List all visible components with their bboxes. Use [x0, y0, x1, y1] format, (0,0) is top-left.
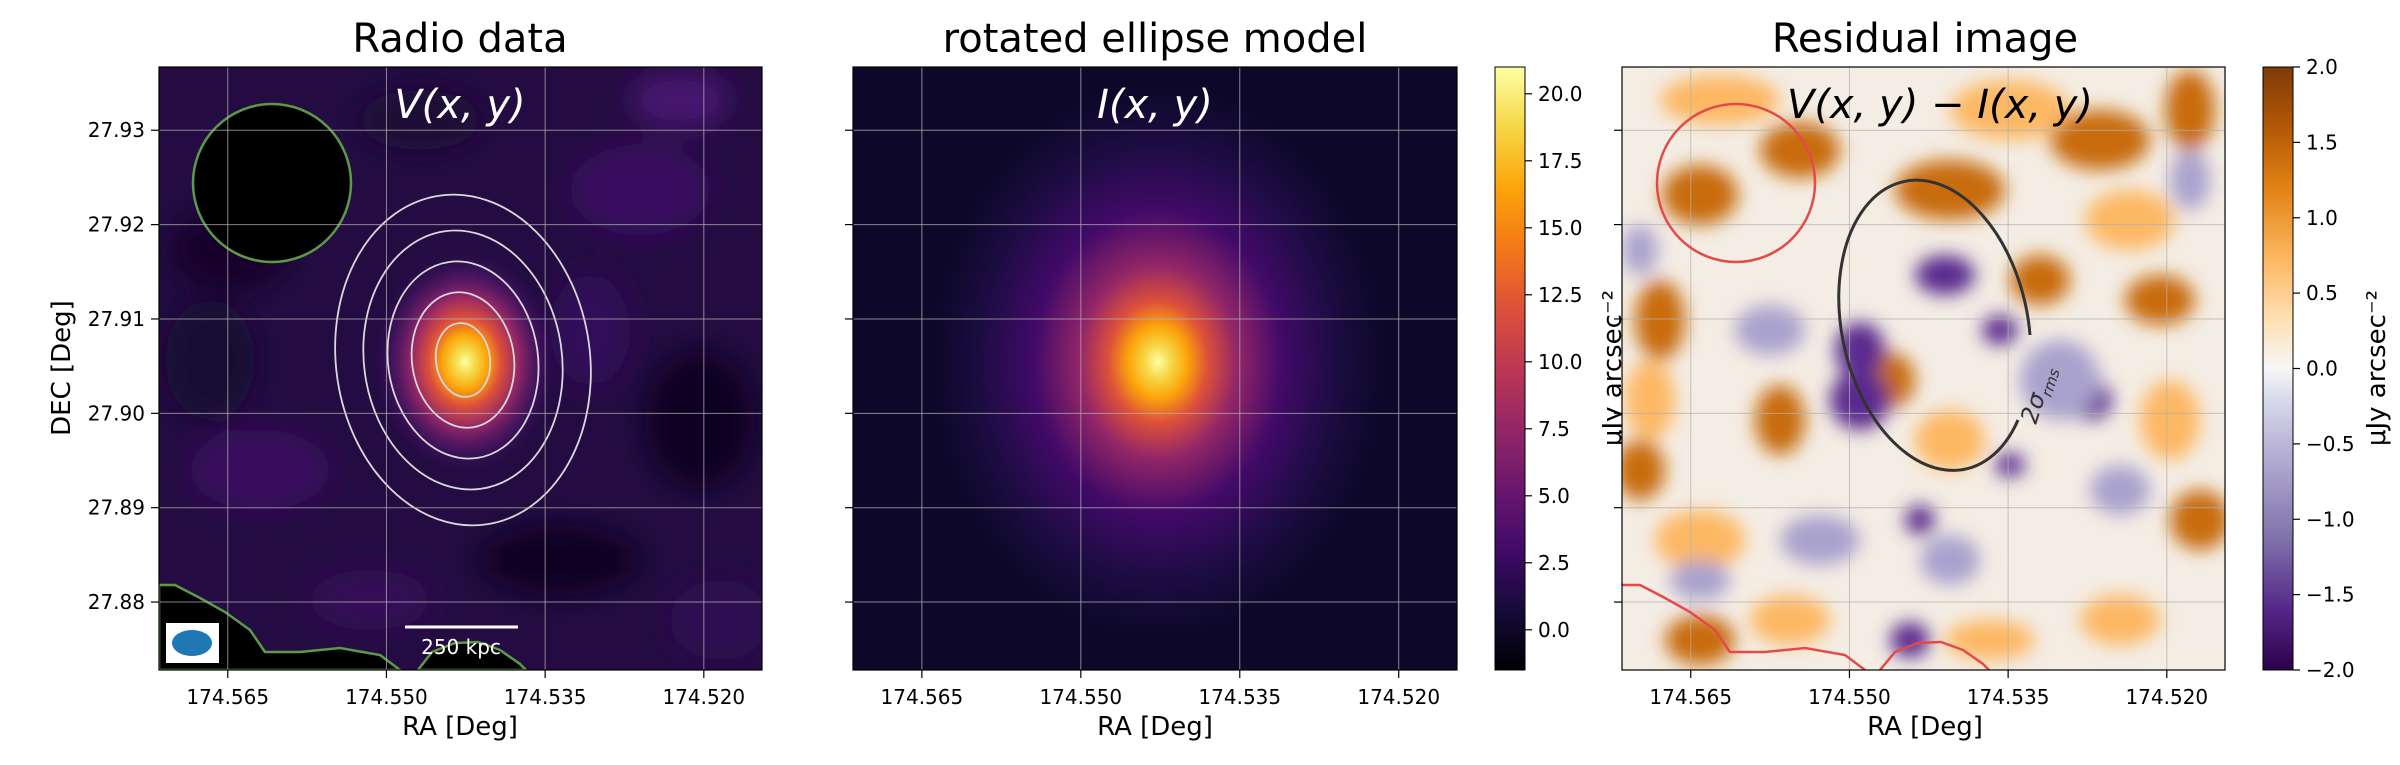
- colorbar-tick-label: 15.0: [1538, 216, 1583, 240]
- y-tick-label: 27.90: [88, 401, 145, 425]
- plot-frame: [852, 66, 1458, 671]
- gridlines: [853, 67, 1457, 670]
- x-axis-label: RA [Deg]: [1097, 712, 1213, 742]
- colorbar-tick-label: 1.0: [2306, 206, 2338, 230]
- x-axis: 174.565 174.550 174.535 174.520: [1649, 670, 2208, 709]
- colorbar-tick-label: −1.0: [2306, 507, 2355, 531]
- x-tick-label: 174.535: [504, 685, 587, 709]
- colorbar-inferno: [1494, 66, 1526, 671]
- model-emission: [933, 87, 1383, 637]
- gridlines: [1622, 67, 2225, 670]
- colorbar-tick-label: 1.5: [2306, 130, 2338, 154]
- masked-region: [191, 102, 353, 264]
- x-tick-label: 174.565: [186, 685, 269, 709]
- colorbar-tick-label: 2.5: [1538, 551, 1570, 575]
- colorbar-tick-label: 20.0: [1538, 82, 1583, 106]
- plot-frame: [158, 66, 763, 671]
- panel-annotation: V(x, y) − I(x, y): [1787, 82, 2093, 128]
- masked-region-outline: [1622, 583, 1866, 670]
- colorbar-label: μJy arcsec⁻²: [2362, 290, 2392, 446]
- masked-region-outline: [1655, 102, 1817, 264]
- x-tick-label: 174.550: [345, 685, 428, 709]
- masked-region: [159, 583, 403, 670]
- colorbar-tick-label: 0.5: [2306, 281, 2338, 305]
- gridlines: [159, 67, 762, 670]
- y-axis-label: DEC [Deg]: [47, 300, 77, 436]
- masked-region-outline: [1879, 640, 1990, 670]
- beam-ellipse: [172, 630, 212, 656]
- x-tick-label: 174.520: [1357, 685, 1440, 709]
- source-emission: [375, 252, 555, 472]
- panel-title: Radio data: [352, 16, 567, 62]
- x-tick-label: 174.535: [1198, 685, 1281, 709]
- colorbar-tick-label: 12.5: [1538, 283, 1583, 307]
- x-tick-label: 174.565: [1649, 685, 1732, 709]
- panel-title: rotated ellipse model: [943, 16, 1368, 62]
- x-tick-label: 174.535: [1967, 685, 2050, 709]
- colorbar-tick-label: −2.0: [2306, 658, 2355, 682]
- colorbar-puor: [2262, 66, 2294, 671]
- masked-region: [416, 640, 528, 670]
- y-tick-label: 27.91: [88, 307, 145, 331]
- x-tick-label: 174.565: [881, 685, 964, 709]
- x-axis-label: RA [Deg]: [1867, 712, 1983, 742]
- colorbar-axis: −2.0 −1.5 −1.0 −0.5 0.0 0.5 1.0 1.5 2.0: [2293, 55, 2355, 682]
- panel-title: Residual image: [1772, 16, 2078, 62]
- colorbar-tick-label: 7.5: [1538, 417, 1570, 441]
- model-image: [853, 67, 1457, 670]
- colorbar-tick-label: 17.5: [1538, 149, 1583, 173]
- x-tick-label: 174.520: [662, 685, 745, 709]
- residual-texture: [1622, 70, 2225, 665]
- colorbar-tick-label: 0.0: [1538, 618, 1570, 642]
- x-tick-label: 174.550: [1808, 685, 1891, 709]
- panel-radio-data: 250 kpc V(x, y) Radio data 174.565 174.55…: [47, 16, 763, 742]
- colorbar-axis: 0.0 2.5 5.0 7.5 10.0 12.5 15.0 17.5 20.0: [1525, 82, 1583, 642]
- residual-image: [1622, 67, 2225, 670]
- colorbar-tick-label: −0.5: [2306, 432, 2355, 456]
- x-axis: 174.565 174.550 174.535 174.520: [881, 670, 1440, 709]
- panel-model: I(x, y) rotated ellipse model 174.565 174…: [845, 16, 1628, 742]
- panel-annotation: I(x, y): [1097, 82, 1213, 128]
- colorbar-tick-label: 0.0: [2306, 357, 2338, 381]
- y-tick-label: 27.93: [88, 118, 145, 142]
- y-axis: 27.88 27.89 27.90 27.91 27.92 27.93: [88, 118, 159, 614]
- x-axis-label: RA [Deg]: [402, 712, 518, 742]
- y-tick-label: 27.88: [88, 590, 145, 614]
- panel-residual: V(x, y) − I(x, y) 2σrms Residual image 1…: [1614, 16, 2392, 742]
- colorbar-tick-label: 10.0: [1538, 350, 1583, 374]
- y-tick-label: 27.89: [88, 496, 145, 520]
- colorbar-tick-label: 2.0: [2306, 55, 2338, 79]
- radio-image: 250 kpc: [159, 67, 762, 670]
- x-axis: 174.565 174.550 174.535 174.520: [186, 670, 745, 709]
- x-tick-label: 174.520: [2125, 685, 2208, 709]
- scalebar-label: 250 kpc: [421, 635, 501, 659]
- plot-frame: [1621, 66, 2226, 671]
- colorbar-tick-label: 5.0: [1538, 484, 1570, 508]
- y-tick-label: 27.92: [88, 213, 145, 237]
- x-tick-label: 174.550: [1039, 685, 1122, 709]
- two-sigma-ellipse: [1837, 178, 2032, 472]
- y-axis: [845, 129, 853, 603]
- colorbar-tick-label: −1.5: [2306, 583, 2355, 607]
- noise-texture: [165, 70, 762, 660]
- y-axis: [1614, 129, 1622, 603]
- contours: [334, 193, 592, 527]
- panel-annotation: V(x, y): [394, 82, 525, 128]
